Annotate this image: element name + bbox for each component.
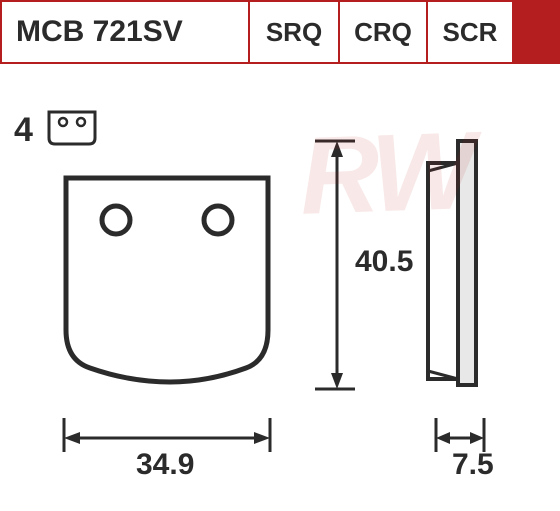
variant-cell-crq: CRQ	[338, 0, 426, 64]
pad-side-view	[420, 135, 500, 398]
quantity-block: 4	[14, 108, 99, 153]
quantity-count: 4	[14, 111, 33, 150]
header-tail-fill	[514, 0, 560, 64]
variant-scr: SCR	[443, 17, 498, 48]
variant-cell-scr: SCR	[426, 0, 514, 64]
header-row: MCB 721SV SRQ CRQ SCR	[0, 0, 560, 64]
variant-srq: SRQ	[266, 17, 322, 48]
dim-width-label: 34.9	[136, 448, 194, 482]
pad-front-view	[58, 170, 288, 403]
part-number-cell: MCB 721SV	[0, 0, 248, 64]
dim-width: 34.9	[58, 418, 276, 483]
variant-crq: CRQ	[354, 17, 412, 48]
dim-height: 40.5	[315, 135, 415, 365]
dim-thickness: 7.5	[430, 418, 490, 483]
variant-cell-srq: SRQ	[248, 0, 338, 64]
part-number: MCB 721SV	[16, 15, 183, 49]
dim-thickness-label: 7.5	[452, 448, 494, 482]
pad-mini-icon	[45, 108, 99, 153]
dim-height-label: 40.5	[355, 245, 413, 279]
